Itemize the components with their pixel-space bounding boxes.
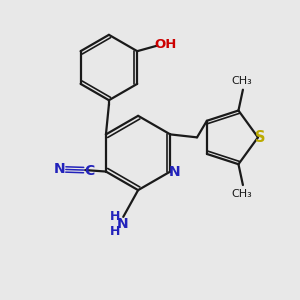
Text: H: H [110, 210, 120, 224]
Text: S: S [254, 130, 265, 145]
Text: N: N [117, 217, 128, 231]
Text: CH₃: CH₃ [232, 76, 252, 86]
Text: C: C [84, 164, 94, 178]
Text: CH₃: CH₃ [232, 189, 252, 199]
Text: N: N [168, 164, 180, 178]
Text: H: H [110, 225, 120, 238]
Text: N: N [53, 163, 65, 176]
Text: OH: OH [154, 38, 177, 51]
